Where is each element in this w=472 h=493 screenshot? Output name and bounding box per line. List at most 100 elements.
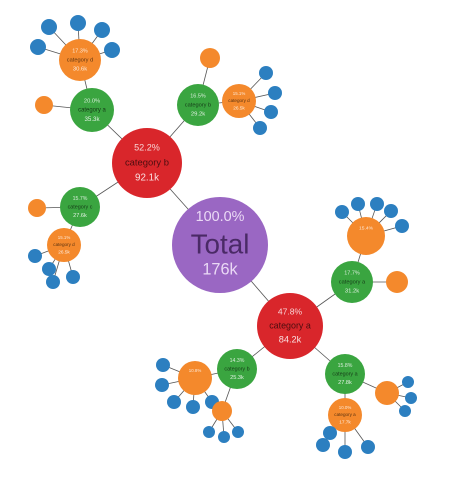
node-bubble[interactable] — [42, 262, 56, 276]
node-bubble[interactable] — [178, 361, 212, 395]
node-bubble[interactable] — [338, 445, 352, 459]
node-level-3[interactable]: 17.3%category d30.6k — [59, 39, 101, 81]
node-bubble[interactable] — [112, 128, 182, 198]
node-bubble[interactable] — [177, 84, 219, 126]
node-bubble[interactable] — [172, 197, 268, 293]
node-bubble[interactable] — [405, 392, 417, 404]
node-level-3[interactable]: 15.4% — [347, 217, 385, 255]
node-level-4[interactable] — [405, 392, 417, 404]
node-bubble[interactable] — [28, 199, 46, 217]
node-bubble[interactable] — [104, 42, 120, 58]
node-level-2[interactable]: 14.3%category b25.3k — [217, 349, 257, 389]
node-level-4[interactable] — [399, 405, 411, 417]
node-bubble[interactable] — [370, 197, 384, 211]
node-level-3[interactable]: 10.8% — [178, 361, 212, 395]
node-bubble[interactable] — [328, 398, 362, 432]
node-bubble[interactable] — [186, 400, 200, 414]
node-level-2[interactable]: 16.5%category b29.2k — [177, 84, 219, 126]
node-level-2[interactable]: 17.7%category a31.2k — [331, 261, 373, 303]
node-bubble[interactable] — [399, 405, 411, 417]
node-level-3[interactable] — [386, 271, 408, 293]
node-bubble[interactable] — [35, 96, 53, 114]
node-bubble[interactable] — [30, 39, 46, 55]
node-level-1[interactable]: 52.2%category b92.1k — [112, 128, 182, 198]
node-level-4[interactable] — [395, 219, 409, 233]
node-level-4[interactable] — [232, 426, 244, 438]
node-level-3[interactable] — [375, 381, 399, 405]
node-level-4[interactable] — [203, 426, 215, 438]
node-level-4[interactable] — [338, 445, 352, 459]
node-bubble[interactable] — [402, 376, 414, 388]
node-level-4[interactable] — [42, 262, 56, 276]
node-level-4[interactable] — [384, 204, 398, 218]
node-level-4[interactable] — [156, 358, 170, 372]
node-level-4[interactable] — [66, 270, 80, 284]
node-bubble[interactable] — [253, 121, 267, 135]
node-bubble[interactable] — [386, 271, 408, 293]
node-level-4[interactable] — [351, 197, 365, 211]
node-level-2[interactable]: 20.0%category a35.3k — [70, 88, 114, 132]
node-level-4[interactable] — [253, 121, 267, 135]
node-bubble[interactable] — [351, 197, 365, 211]
node-bubble[interactable] — [361, 440, 375, 454]
node-bubble[interactable] — [156, 358, 170, 372]
node-level-4[interactable] — [167, 395, 181, 409]
node-bubble[interactable] — [212, 401, 232, 421]
node-level-4[interactable] — [218, 431, 230, 443]
node-level-1[interactable]: 47.8%category a84.2k — [257, 293, 323, 359]
node-bubble[interactable] — [395, 219, 409, 233]
node-level-4[interactable] — [402, 376, 414, 388]
node-bubble[interactable] — [203, 426, 215, 438]
node-level-4[interactable] — [335, 205, 349, 219]
node-bubble[interactable] — [259, 66, 273, 80]
node-bubble[interactable] — [59, 39, 101, 81]
node-bubble[interactable] — [70, 88, 114, 132]
node-bubble[interactable] — [94, 22, 110, 38]
node-bubble[interactable] — [60, 187, 100, 227]
node-level-4[interactable] — [30, 39, 46, 55]
node-level-4[interactable] — [268, 86, 282, 100]
node-bubble[interactable] — [218, 431, 230, 443]
node-bubble[interactable] — [46, 275, 60, 289]
node-bubble[interactable] — [325, 354, 365, 394]
node-level-3[interactable] — [212, 401, 232, 421]
node-bubble[interactable] — [331, 261, 373, 303]
node-bubble[interactable] — [217, 349, 257, 389]
node-bubble[interactable] — [66, 270, 80, 284]
node-bubble[interactable] — [264, 105, 278, 119]
node-bubble[interactable] — [257, 293, 323, 359]
node-level-4[interactable] — [323, 426, 337, 440]
node-bubble[interactable] — [70, 15, 86, 31]
node-bubble[interactable] — [384, 204, 398, 218]
node-level-4[interactable] — [41, 19, 57, 35]
node-level-4[interactable] — [186, 400, 200, 414]
node-level-3[interactable]: 15.1%category d26.5k — [222, 84, 256, 118]
node-bubble[interactable] — [222, 84, 256, 118]
node-level-3[interactable] — [35, 96, 53, 114]
node-level-4[interactable] — [155, 378, 169, 392]
node-bubble[interactable] — [232, 426, 244, 438]
node-level-2[interactable]: 15.7%category c27.6k — [60, 187, 100, 227]
node-level-4[interactable] — [370, 197, 384, 211]
node-bubble[interactable] — [268, 86, 282, 100]
node-level-3[interactable]: 15.1%category d26.5k — [47, 228, 81, 262]
node-level-2[interactable]: 15.8%category a27.8k — [325, 354, 365, 394]
node-level-3[interactable] — [200, 48, 220, 68]
node-level-4[interactable] — [259, 66, 273, 80]
node-bubble[interactable] — [335, 205, 349, 219]
node-bubble[interactable] — [41, 19, 57, 35]
node-bubble[interactable] — [200, 48, 220, 68]
node-bubble[interactable] — [347, 217, 385, 255]
node-bubble[interactable] — [375, 381, 399, 405]
node-level-4[interactable] — [104, 42, 120, 58]
node-bubble[interactable] — [47, 228, 81, 262]
node-bubble[interactable] — [155, 378, 169, 392]
node-bubble[interactable] — [28, 249, 42, 263]
node-level-4[interactable] — [94, 22, 110, 38]
node-bubble[interactable] — [316, 438, 330, 452]
node-level-4[interactable] — [46, 275, 60, 289]
node-level-4[interactable] — [264, 105, 278, 119]
node-bubble[interactable] — [167, 395, 181, 409]
node-level-3[interactable] — [28, 199, 46, 217]
